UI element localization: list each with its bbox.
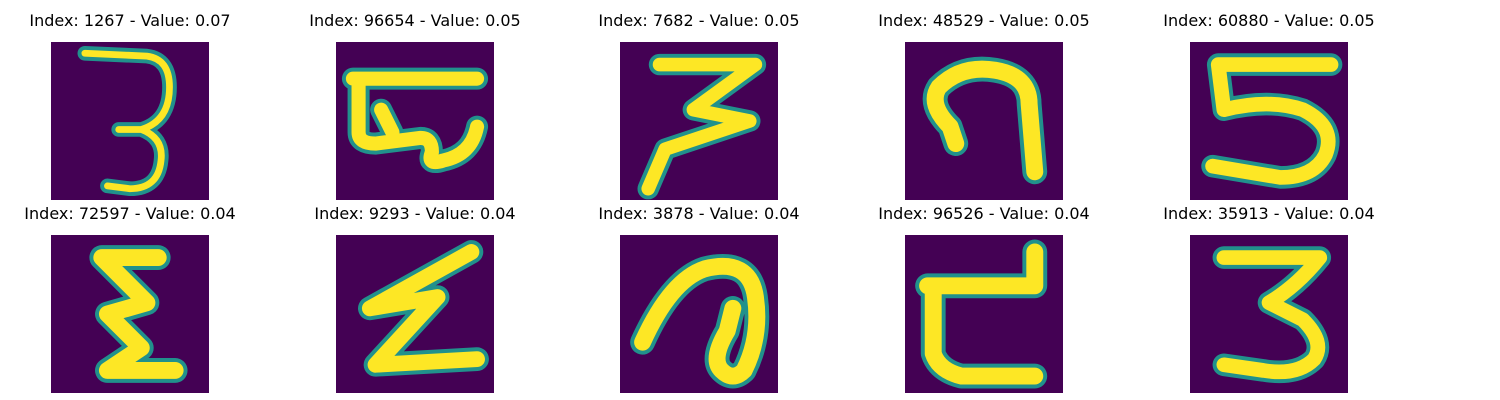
digit-image: [336, 42, 494, 200]
digit-glyph-loop-a: [630, 253, 770, 389]
panel: Index: 1267 - Value: 0.07: [0, 10, 260, 200]
digit-image: [620, 42, 778, 200]
digit-image: [905, 42, 1063, 200]
panel-title: Index: 96654 - Value: 0.05: [309, 11, 521, 30]
glyph-core-stroke: [1216, 250, 1328, 380]
digit-glyph-bar-loop: [341, 67, 489, 174]
digit-image: [51, 235, 209, 393]
panel-title: Index: 48529 - Value: 0.05: [878, 11, 1090, 30]
digit-glyph-cup: [915, 239, 1048, 389]
panel-title: Index: 3878 - Value: 0.04: [598, 204, 800, 223]
panel: Index: 48529 - Value: 0.05: [854, 10, 1114, 200]
glyph-core-stroke: [926, 60, 1044, 181]
digit-image: [336, 235, 494, 393]
glyph-core-stroke: [634, 257, 766, 385]
panel: Index: 60880 - Value: 0.05: [1139, 10, 1399, 200]
panel: Index: 72597 - Value: 0.04: [0, 203, 260, 393]
panel: Index: 3878 - Value: 0.04: [569, 203, 829, 393]
glyph-core-stroke: [93, 249, 184, 379]
digit-image: [1190, 42, 1348, 200]
panel-title: Index: 1267 - Value: 0.07: [29, 11, 231, 30]
panel: Index: 96526 - Value: 0.04: [854, 203, 1114, 393]
glyph-core-stroke: [345, 71, 485, 170]
panel-title: Index: 35913 - Value: 0.04: [1163, 204, 1375, 223]
glyph-core-stroke: [641, 57, 763, 196]
digit-glyph-thin-3: [77, 45, 177, 197]
digit-image: [620, 235, 778, 393]
digit-image: [51, 42, 209, 200]
panel-title: Index: 9293 - Value: 0.04: [314, 204, 516, 223]
panel: Index: 7682 - Value: 0.05: [569, 10, 829, 200]
glyph-core-stroke: [1205, 57, 1339, 185]
glyph-core-stroke: [81, 49, 173, 193]
digit-glyph-sigma: [89, 245, 188, 383]
panel: Index: 96654 - Value: 0.05: [285, 10, 545, 200]
panel: Index: 9293 - Value: 0.04: [285, 203, 545, 393]
digit-glyph-three: [1212, 246, 1332, 384]
panel-title: Index: 72597 - Value: 0.04: [24, 204, 236, 223]
panel-title: Index: 96526 - Value: 0.04: [878, 204, 1090, 223]
panel-title: Index: 7682 - Value: 0.05: [598, 11, 800, 30]
digit-image: [1190, 235, 1348, 393]
panel: Index: 35913 - Value: 0.04: [1139, 203, 1399, 393]
digit-glyph-zigzag-z: [358, 240, 489, 377]
glyph-core-stroke: [919, 243, 1044, 385]
digit-glyph-five: [1201, 53, 1343, 189]
digit-glyph-hook: [922, 56, 1048, 185]
panel-title: Index: 60880 - Value: 0.05: [1163, 11, 1375, 30]
glyph-core-stroke: [361, 244, 485, 373]
digit-glyph-zigzag-3: [637, 53, 767, 200]
digit-image: [905, 235, 1063, 393]
